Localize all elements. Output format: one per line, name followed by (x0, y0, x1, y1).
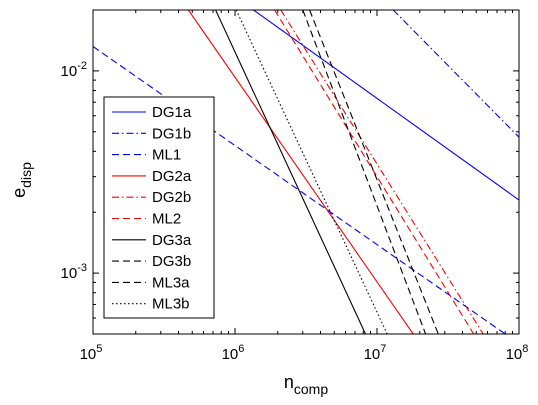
x-tick-label: 108 (506, 343, 529, 363)
series-line-dg3b (309, 10, 439, 334)
series-line-dg2b (280, 10, 484, 334)
series-line-dg1b (392, 10, 519, 138)
legend-label: ML3b (152, 296, 190, 313)
legend-label: DG1a (152, 104, 192, 121)
plot-frame (92, 9, 520, 335)
legend-label: DG3b (152, 253, 191, 270)
series-line-dg1a (253, 10, 519, 201)
y-tick-label: 10-2 (61, 60, 87, 80)
x-axis-label: ncomp (284, 372, 328, 397)
series-line-dg2a (187, 10, 414, 334)
legend-label: DG2b (152, 189, 191, 206)
y-axis-label: edisp (9, 162, 34, 198)
legend-label: DG3a (152, 232, 192, 249)
series-line-dg3a (215, 10, 366, 334)
series-line-ml1 (93, 46, 506, 334)
legend-label: ML2 (152, 211, 181, 228)
x-tick-label: 107 (364, 343, 387, 363)
legend: DG1a DG1b ML1 DG2a DG2b ML2 DG3a DG3b ML3a ML3b (103, 96, 215, 319)
ticks-layer: 105 106 107 108 10-3 10-2 (61, 10, 529, 363)
series-layer (93, 10, 519, 334)
series-line-ml3b (235, 10, 388, 334)
series-line-ml3a (302, 10, 427, 334)
x-tick-label: 105 (80, 343, 103, 363)
x-tick-label: 106 (222, 343, 245, 363)
legend-label: DG2a (152, 168, 192, 185)
series-line-ml2 (274, 10, 475, 334)
legend-label: DG1b (152, 125, 191, 142)
y-tick-label: 10-3 (61, 262, 87, 282)
legend-label: ML3a (152, 274, 190, 291)
legend-label: ML1 (152, 147, 181, 164)
